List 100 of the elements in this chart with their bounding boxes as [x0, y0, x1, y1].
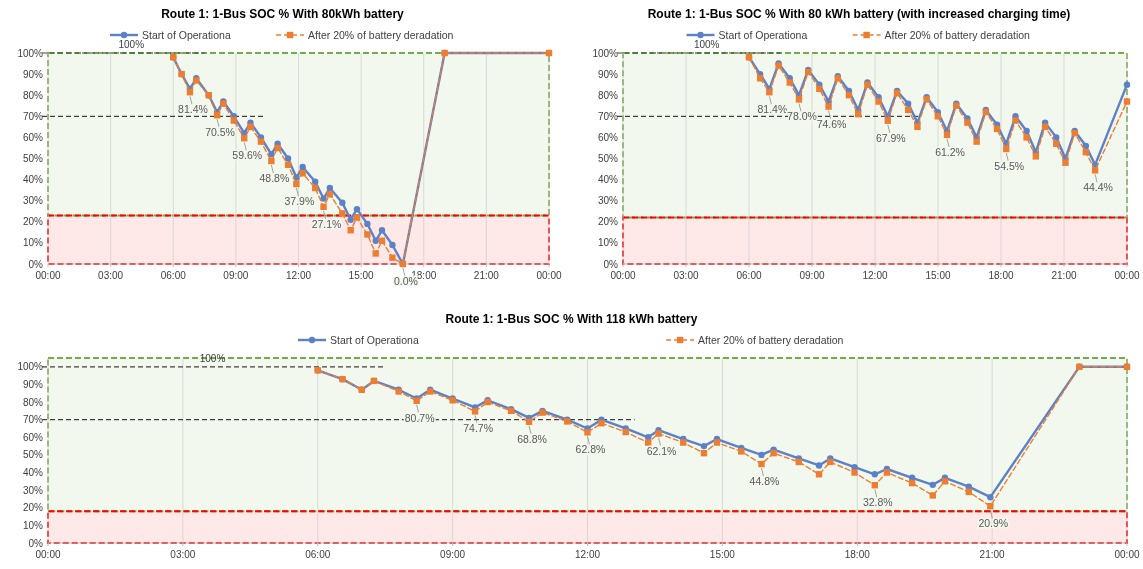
legend-label: After 20% of battery deradation	[884, 29, 1031, 41]
x-tick-label: 15:00	[709, 549, 736, 560]
y-tick-label: 40%	[597, 174, 619, 186]
point	[247, 123, 254, 131]
y-tick-label: 90%	[597, 68, 619, 80]
point	[934, 113, 941, 120]
point	[883, 469, 891, 476]
y-tick-label: 90%	[22, 378, 44, 390]
point	[713, 439, 721, 446]
point	[904, 100, 912, 107]
annotation: 74.7%	[463, 422, 493, 435]
y-tick-label: 90%	[22, 68, 44, 80]
legend-label: Start of Operationa	[718, 29, 808, 41]
annotation: 54.5%	[994, 160, 1025, 173]
point	[973, 138, 980, 145]
point	[353, 214, 361, 221]
point	[1023, 127, 1030, 135]
legend-label: Start of Operationa	[330, 334, 419, 346]
y-tick-label: 0%	[28, 537, 44, 549]
point	[372, 250, 379, 257]
y-tick-label: 70%	[22, 414, 44, 426]
legend-label: Start of Operationa	[142, 29, 231, 41]
point	[230, 117, 237, 124]
point	[758, 451, 765, 459]
ref-line-label: 100%	[693, 39, 720, 50]
annotation: 81.4%	[757, 103, 788, 116]
annotation: 37.9%	[284, 195, 315, 208]
point	[816, 85, 823, 93]
y-tick-label: 40%	[22, 467, 44, 479]
annotation: 61.2%	[935, 145, 965, 158]
point	[825, 103, 832, 110]
point	[1012, 117, 1019, 124]
y-tick-label: 20%	[22, 502, 44, 514]
y-tick-label: 20%	[22, 216, 44, 228]
y-tick-label: 20%	[597, 216, 619, 228]
y-tick-label: 50%	[597, 153, 619, 164]
x-tick-label: 18:00	[844, 549, 871, 560]
y-tick-label: 70%	[22, 110, 44, 122]
point	[1023, 134, 1030, 141]
y-tick-label: 100%	[592, 47, 619, 59]
point	[584, 429, 591, 436]
x-tick-label: 09:00	[440, 549, 466, 560]
point	[1032, 153, 1040, 160]
point	[389, 254, 396, 261]
point	[851, 469, 858, 476]
x-tick-label: 03:00	[98, 270, 124, 281]
y-tick-label: 100%	[17, 47, 44, 59]
y-tick-label: 60%	[22, 131, 44, 143]
ref-line-label: 100%	[118, 39, 145, 50]
y-tick-label: 50%	[22, 153, 44, 164]
point	[299, 170, 306, 177]
y-tick-label: 10%	[22, 237, 44, 249]
annotation: 44.4%	[1083, 181, 1113, 194]
point	[326, 184, 334, 192]
point	[1123, 81, 1131, 88]
x-tick-label: 21:00	[1051, 270, 1077, 281]
point	[929, 492, 936, 499]
x-tick-label: 18:00	[988, 270, 1014, 281]
x-tick-label: 03:00	[170, 549, 196, 560]
annotation: 48.8%	[259, 172, 290, 185]
annotation: 68.8%	[517, 432, 547, 445]
point	[964, 119, 971, 126]
point	[644, 439, 652, 446]
point	[320, 203, 327, 211]
point	[815, 462, 823, 469]
y-tick-label: 0%	[28, 258, 44, 270]
y-tick-label: 70%	[597, 110, 619, 122]
point	[1053, 134, 1060, 141]
point	[320, 195, 327, 202]
point	[268, 157, 275, 165]
point	[987, 493, 994, 501]
x-tick-label: 12:00	[574, 549, 601, 560]
y-tick-label: 30%	[22, 195, 44, 207]
x-tick-label: 00:00	[35, 549, 61, 560]
y-tick-label: 0%	[603, 258, 619, 270]
point	[914, 123, 921, 131]
legend-label: After 20% of battery deradation	[698, 334, 844, 346]
point	[471, 408, 479, 415]
x-tick-label: 21:00	[979, 549, 1006, 560]
y-tick-label: 60%	[597, 131, 619, 143]
point	[1062, 159, 1069, 166]
x-tick-label: 12:00	[285, 270, 312, 281]
point	[326, 191, 334, 198]
point	[347, 216, 354, 223]
annotation: 81.4%	[178, 103, 208, 116]
point	[372, 237, 379, 244]
x-tick-label: 00:00	[536, 270, 562, 281]
x-tick-label: 12:00	[862, 270, 888, 281]
annotation: 70.5%	[205, 126, 235, 139]
point	[700, 442, 708, 450]
annotation: 32.8%	[862, 496, 893, 509]
point	[378, 227, 386, 234]
legend-label: After 20% of battery deradation	[308, 29, 454, 41]
annotation: 44.8%	[749, 475, 780, 488]
point	[875, 98, 882, 105]
point	[1082, 142, 1090, 150]
annotation: 62.8%	[575, 443, 606, 456]
point	[339, 199, 346, 207]
point	[965, 483, 972, 490]
point	[339, 210, 346, 217]
